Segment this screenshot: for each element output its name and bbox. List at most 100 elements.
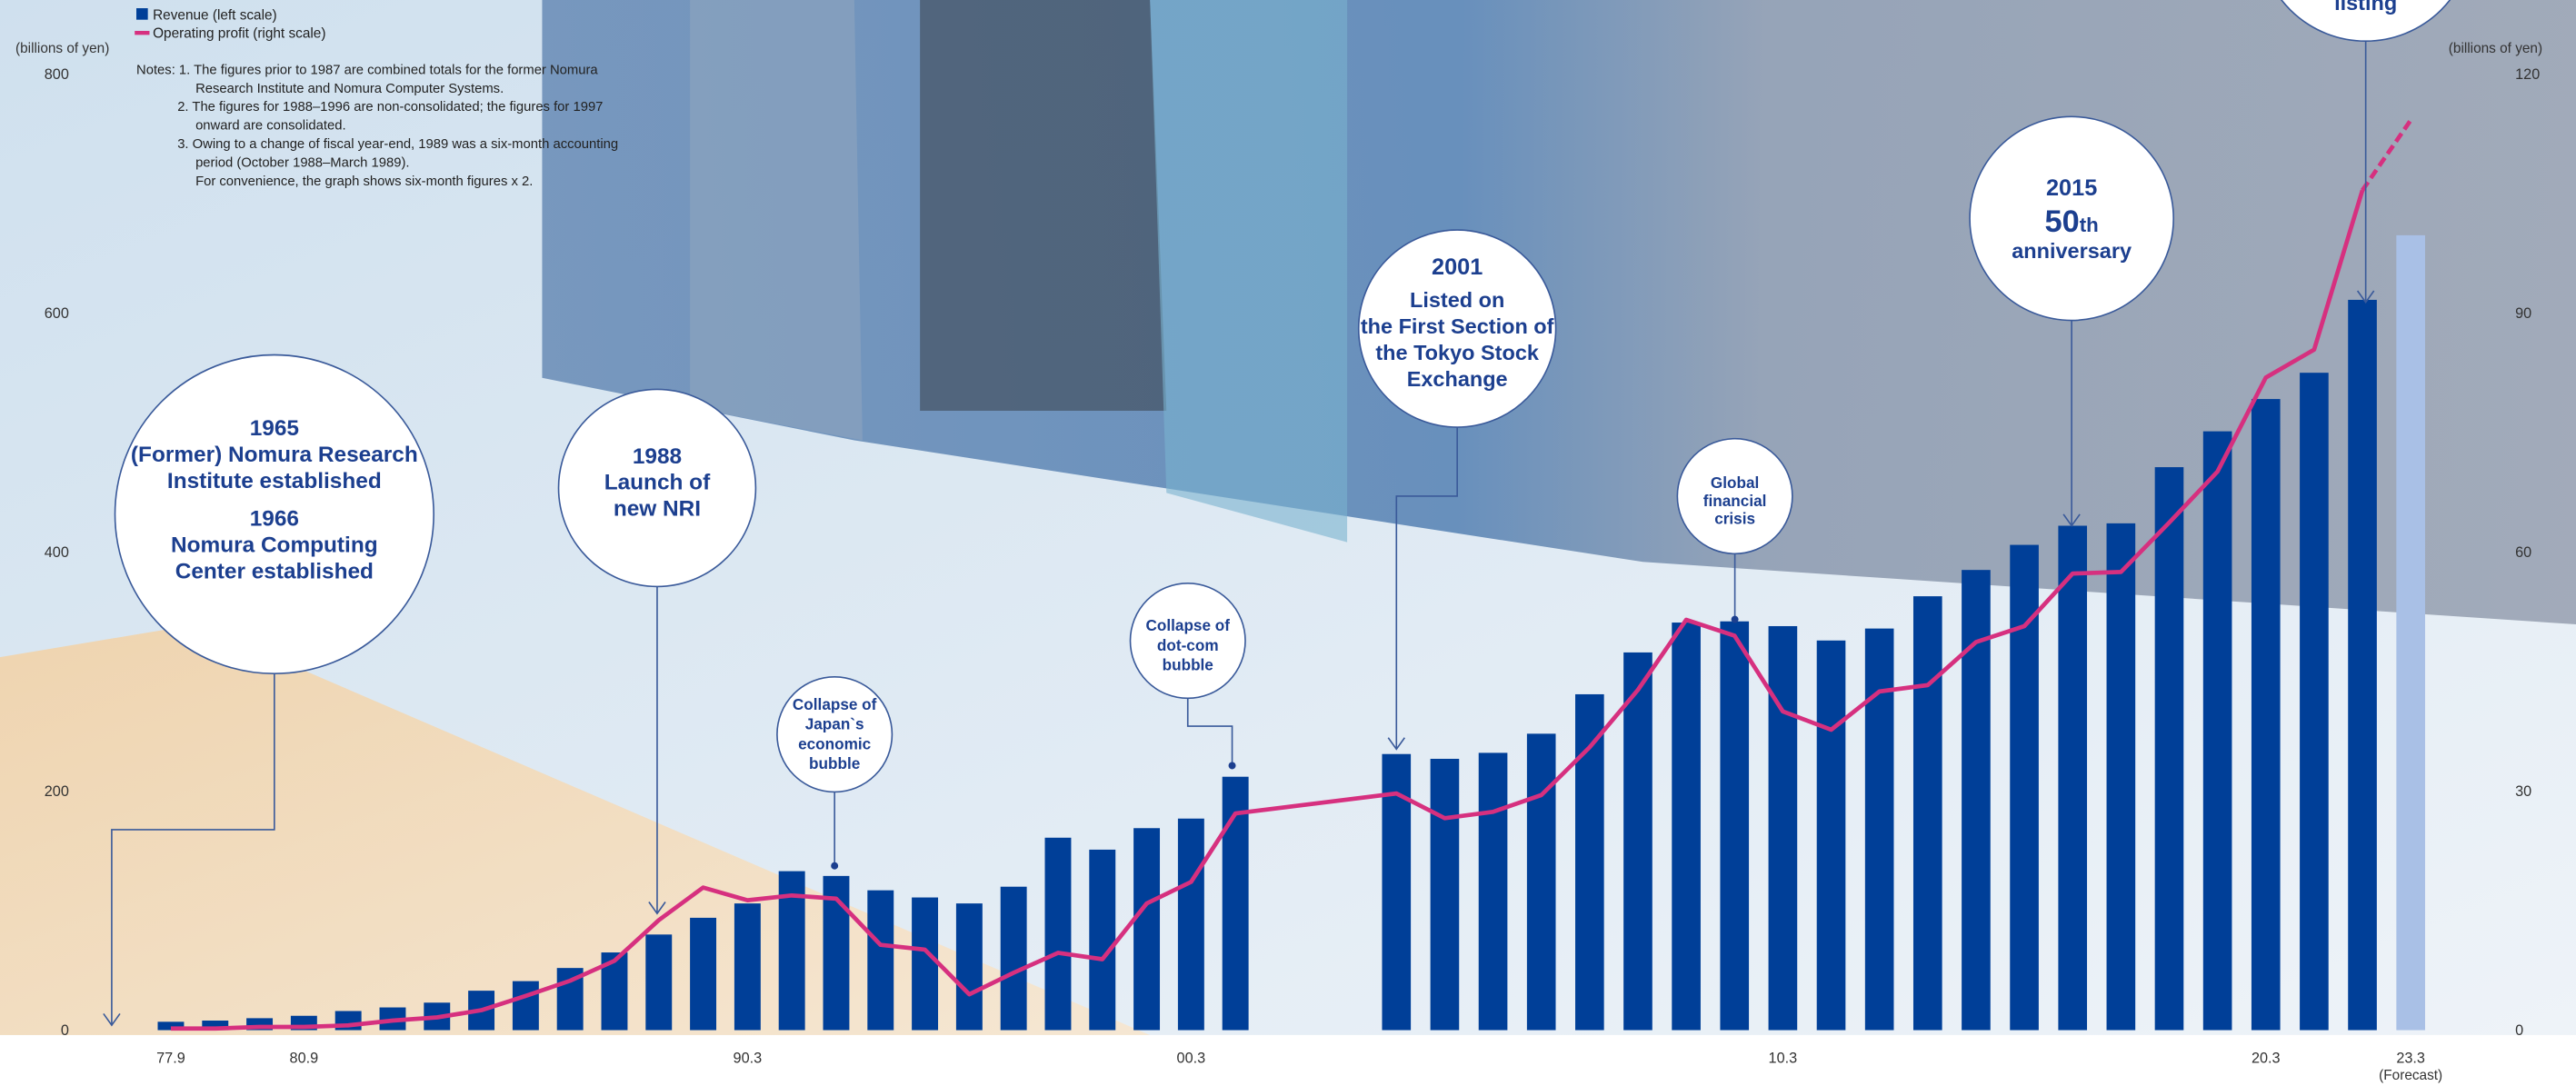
callout-text: Center established [175,559,374,583]
note-line: Research Institute and Nomura Computer S… [195,82,504,96]
arrow-head [2356,290,2375,304]
forecast-bar [2396,234,2425,1031]
bar [1768,625,1798,1031]
callout-text: the Tokyo Stock [1375,341,1540,364]
callout-text: bubble [1163,656,1213,674]
bar [1623,652,1652,1031]
bar [2154,467,2184,1031]
callout-text: 1965 [250,416,299,441]
bar [1177,818,1204,1031]
bar [1430,758,1460,1031]
bar [1912,596,1942,1031]
line [170,189,2365,1031]
callout-text: bubble [809,754,860,772]
bar [2106,523,2136,1031]
x-tick-label: 90.3 [734,1051,763,1067]
note-line: For convenience, the graph shows six-mon… [195,174,533,189]
leader-line [111,673,275,1026]
arrow-head [1387,737,1405,751]
callout-text: 2015 [2046,175,2097,201]
callout-circle [557,388,757,588]
annotation: listing [2281,0,2451,304]
forecast-label: (Forecast) [2379,1068,2442,1083]
callout-circle [1357,229,1557,428]
bar [2058,525,2088,1031]
callout-text: Launch of [604,471,711,495]
callout-text: economic [798,734,872,752]
callout-circle [2281,0,2451,42]
y-axis-title: (billions of yen) [15,41,109,56]
y2-axis-title: (billions of yen) [2449,41,2542,56]
leader-line [1395,427,1458,750]
bar [202,1021,229,1031]
legend-label: Revenue (left scale) [153,8,277,24]
callout-text: Listed on [1410,288,1504,312]
x-tick-label: 10.3 [1769,1051,1798,1067]
bar [1044,837,1072,1031]
bar [2251,399,2281,1031]
x-tick-label: 80.9 [290,1051,319,1067]
callout-text: dot-com [1157,636,1219,654]
callout-text: Collapse of [1146,616,1231,634]
callout-circle [776,676,894,793]
leader-dot [1731,615,1739,623]
callout-text: 1966 [250,507,299,532]
bar [645,934,673,1031]
callout-text: Japan`s [805,715,864,733]
y-tick-label: 400 [45,544,69,561]
bar [1526,733,1556,1031]
note-line: 2. The figures for 1988–1996 are non-con… [177,100,603,115]
callout-text: (Former) Nomura Research [131,443,418,467]
y2-tick-label: 30 [2515,783,2531,800]
leader-dot [1228,762,1236,770]
leader-line [1186,698,1233,766]
bar [157,1021,185,1031]
callout-text: new NRI [614,497,701,522]
x-tick-label: 77.9 [156,1051,185,1067]
callout-circle [1129,582,1246,700]
y-tick-label: 800 [45,66,69,83]
bar [1720,621,1750,1031]
note-line: 3. Owing to a change of fiscal year-end,… [177,137,618,152]
bar [1672,623,1701,1031]
bar [512,981,539,1031]
note-line: period (October 1988–March 1989). [195,155,409,170]
bar [1089,849,1116,1031]
bar [2300,373,2329,1031]
y-tick-label: 200 [45,783,69,800]
notes: Notes: 1. The figures prior to 1987 are … [136,63,618,189]
callout-circle [114,354,434,675]
bar [912,897,939,1031]
bar [1000,886,1027,1031]
y2-tick-label: 90 [2515,305,2531,322]
x-tick-label: 23.3 [2396,1051,2425,1067]
leader-dot [831,862,839,870]
arrow-head [2062,513,2081,527]
y-tick-label: 0 [61,1022,69,1039]
callout-circle [1969,115,2175,322]
bar [1962,570,1991,1031]
callout-text: listing [2334,0,2397,15]
bar [2202,431,2232,1031]
callout-text: anniversary [2012,239,2132,263]
callout-text: Exchange [1407,367,1508,391]
note-line: Notes: 1. The figures prior to 1987 are … [136,63,598,77]
callout-text: 50th [2045,204,2099,239]
legend-swatch [136,8,148,20]
bar [690,917,717,1031]
callout-text: 2001 [1432,254,1483,280]
x-tick-label: 20.3 [2252,1051,2281,1067]
bar [734,903,761,1031]
legend: Revenue (left scale) Operating profit (ri… [135,8,325,42]
note-line: onward are consolidated. [195,119,345,134]
callout-text: 1988 [633,444,682,469]
y2-tick-label: 60 [2515,544,2531,561]
callout-text: crisis [1714,510,1755,528]
